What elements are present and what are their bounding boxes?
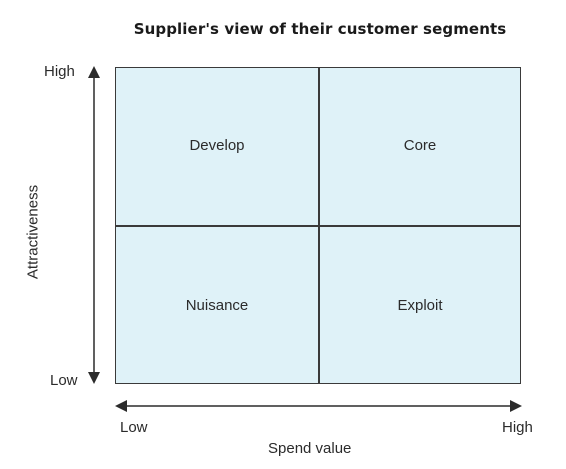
- quadrant-exploit-label: Exploit: [397, 297, 443, 314]
- horizontal-divider: [116, 225, 520, 227]
- segment-matrix: Develop Core Nuisance Exploit: [115, 67, 521, 384]
- y-axis-low-label: Low: [50, 372, 78, 389]
- x-axis-title: Spend value: [268, 440, 352, 457]
- y-axis-high-label: High: [44, 63, 75, 80]
- quadrant-core-label: Core: [403, 137, 437, 154]
- y-axis-title: Attractiveness: [24, 184, 42, 280]
- x-axis-high-label: High: [502, 419, 533, 436]
- diagram-title: Supplier's view of their customer segmen…: [133, 20, 507, 38]
- quadrant-nuisance-label: Nuisance: [185, 297, 249, 314]
- x-axis-low-label: Low: [120, 419, 148, 436]
- quadrant-develop-label: Develop: [189, 137, 245, 154]
